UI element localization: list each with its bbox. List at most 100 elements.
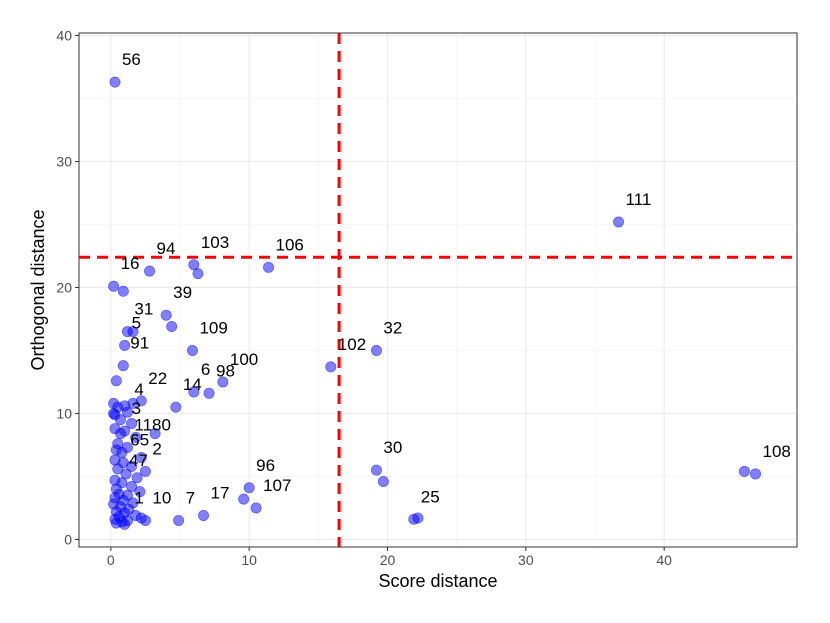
point-label: 98 xyxy=(216,361,235,380)
point-label: 106 xyxy=(276,235,304,254)
data-point xyxy=(370,344,382,356)
data-point xyxy=(126,481,138,493)
y-tick-label: 20 xyxy=(56,279,72,295)
data-point xyxy=(325,361,337,373)
point-label: 94 xyxy=(157,239,176,258)
point-label: 1 xyxy=(134,489,143,508)
point-label: 65 xyxy=(130,431,149,450)
data-point xyxy=(170,401,182,413)
x-tick-label: 20 xyxy=(380,552,396,568)
data-points xyxy=(108,76,761,530)
data-point xyxy=(217,376,229,388)
data-point xyxy=(120,468,132,480)
point-label: 109 xyxy=(199,318,227,337)
point-label: 10 xyxy=(152,489,171,508)
y-tick-label: 0 xyxy=(64,531,72,547)
data-point xyxy=(613,216,625,228)
x-tick-label: 40 xyxy=(656,552,672,568)
point-label: 1180 xyxy=(134,415,171,434)
data-point xyxy=(203,387,215,399)
data-point xyxy=(263,261,275,273)
data-point xyxy=(370,464,382,476)
data-point xyxy=(121,406,133,418)
data-point xyxy=(738,465,750,477)
point-label: 4 xyxy=(134,380,143,399)
x-tick-label: 10 xyxy=(241,552,257,568)
data-point xyxy=(135,452,147,464)
plot-panel xyxy=(79,33,797,547)
point-label: 3 xyxy=(132,399,141,418)
data-point xyxy=(188,386,200,398)
data-point xyxy=(119,518,131,530)
point-label: 30 xyxy=(383,438,402,457)
data-point xyxy=(134,486,146,498)
point-label: 25 xyxy=(421,487,440,506)
data-point xyxy=(749,468,761,480)
data-point xyxy=(198,510,210,522)
point-label: 103 xyxy=(201,233,229,252)
point-label: 7 xyxy=(186,489,195,508)
data-point xyxy=(408,513,420,525)
data-point xyxy=(186,344,198,356)
data-point xyxy=(149,428,161,440)
data-point xyxy=(243,482,255,494)
point-label: 108 xyxy=(762,442,790,461)
y-tick-label: 30 xyxy=(56,154,72,170)
x-axis-title: Score distance xyxy=(378,571,497,591)
x-tick-label: 0 xyxy=(107,552,115,568)
point-label: 31 xyxy=(134,300,153,319)
data-point xyxy=(250,502,262,514)
point-label: 107 xyxy=(263,476,291,495)
data-point xyxy=(139,465,151,477)
point-label: 102 xyxy=(338,335,366,354)
point-label: 47 xyxy=(129,451,148,470)
point-label: 16 xyxy=(121,254,140,273)
point-label: 32 xyxy=(383,318,402,337)
data-point xyxy=(117,285,129,297)
point-label: 100 xyxy=(230,350,258,369)
data-point xyxy=(108,280,120,292)
point-label: 22 xyxy=(148,369,167,388)
data-point xyxy=(127,326,139,338)
data-point xyxy=(160,309,172,321)
data-point xyxy=(110,375,122,387)
data-point xyxy=(188,259,200,271)
point-label: 17 xyxy=(211,484,230,503)
data-point xyxy=(131,472,143,484)
data-point xyxy=(115,414,127,426)
axes: 0 10 20 30 40 0 10 20 30 40 xyxy=(56,28,672,568)
data-point xyxy=(119,339,131,351)
data-point xyxy=(144,265,156,277)
data-point xyxy=(126,418,138,430)
data-point xyxy=(377,475,389,487)
data-point xyxy=(139,515,151,527)
data-point xyxy=(109,76,121,88)
point-label: 2 xyxy=(152,439,161,458)
data-point xyxy=(115,428,127,440)
point-label: 111 xyxy=(626,190,652,209)
y-tick-label: 10 xyxy=(56,405,72,421)
data-point xyxy=(173,515,185,527)
point-label: 5 xyxy=(132,313,141,332)
point-label: 56 xyxy=(122,50,141,69)
plot-border xyxy=(78,32,798,548)
data-point xyxy=(112,463,124,475)
threshold-lines xyxy=(79,33,797,547)
data-point xyxy=(117,360,129,372)
data-point xyxy=(166,321,178,333)
point-label: 91 xyxy=(130,334,149,353)
data-point xyxy=(130,431,142,443)
data-point xyxy=(192,268,204,280)
point-label: 14 xyxy=(183,375,202,394)
y-tick-label: 40 xyxy=(56,28,72,44)
point-label: 39 xyxy=(173,283,192,302)
point-label: 96 xyxy=(256,456,275,475)
grid-lines xyxy=(79,33,797,547)
y-axis-title: Orthogonal distance xyxy=(28,209,48,370)
data-point xyxy=(108,397,120,409)
point-label: 6 xyxy=(201,360,210,379)
x-tick-label: 30 xyxy=(518,552,534,568)
data-point xyxy=(126,460,138,472)
